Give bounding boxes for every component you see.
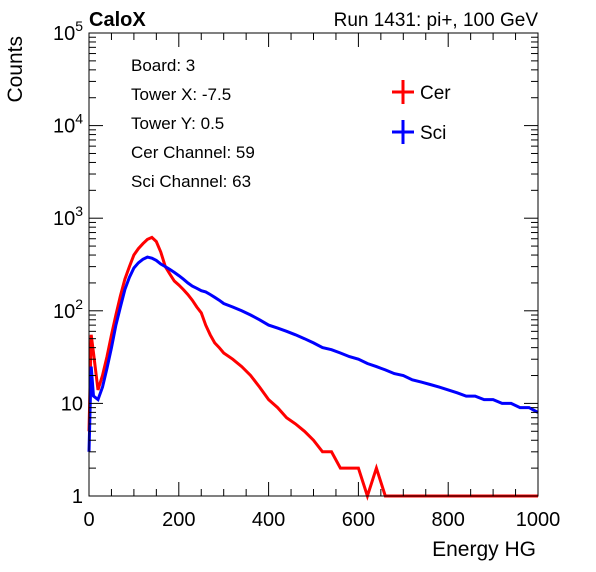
info-line: Sci Channel: 63	[131, 172, 251, 191]
y-tick-base: 10	[53, 301, 75, 323]
y-tick-base: 10	[53, 23, 75, 45]
y-tick-exponent: 2	[75, 296, 83, 312]
x-tick-label: 800	[432, 509, 465, 531]
y-tick-label: 104	[53, 111, 83, 138]
x-tick-label: 400	[252, 509, 285, 531]
y-tick-label: 103	[53, 203, 83, 230]
series-line-sci	[87, 255, 539, 452]
x-tick-label: 600	[342, 509, 375, 531]
info-box: Board: 3 Tower X: -7.5 Tower Y: 0.5 Cer Cha…	[131, 56, 255, 191]
legend-label-cer: Cer	[420, 83, 451, 104]
series-layer	[87, 235, 539, 501]
x-tick-label: 0	[83, 509, 94, 531]
y-tick-exponent: 3	[75, 203, 83, 219]
y-tick-base: 10	[53, 208, 75, 230]
y-tick-base: 10	[53, 116, 75, 138]
series-line-cer	[87, 235, 538, 501]
info-line: Cer Channel: 59	[131, 143, 255, 162]
run-info-label: Run 1431: pi+, 100 GeV	[334, 10, 539, 31]
y-tick-label: 10	[61, 393, 83, 415]
info-line: Tower X: -7.5	[131, 85, 231, 104]
legend: Cer Sci	[392, 80, 451, 144]
y-tick-label: 105	[53, 18, 83, 45]
y-tick-label: 102	[53, 296, 83, 323]
y-tick-exponent: 4	[75, 111, 83, 127]
y-tick-exponent: 5	[75, 18, 83, 34]
info-line: Tower Y: 0.5	[131, 114, 224, 133]
x-axis-title: Energy HG	[432, 538, 536, 561]
info-line: Board: 3	[131, 56, 195, 75]
legend-label-sci: Sci	[420, 123, 446, 144]
x-tick-label: 200	[162, 509, 195, 531]
y-tick-label: 1	[72, 486, 83, 508]
brand-label: CaloX	[89, 9, 146, 31]
x-tick-label: 1000	[516, 509, 561, 531]
y-axis-title: Counts	[4, 36, 27, 103]
